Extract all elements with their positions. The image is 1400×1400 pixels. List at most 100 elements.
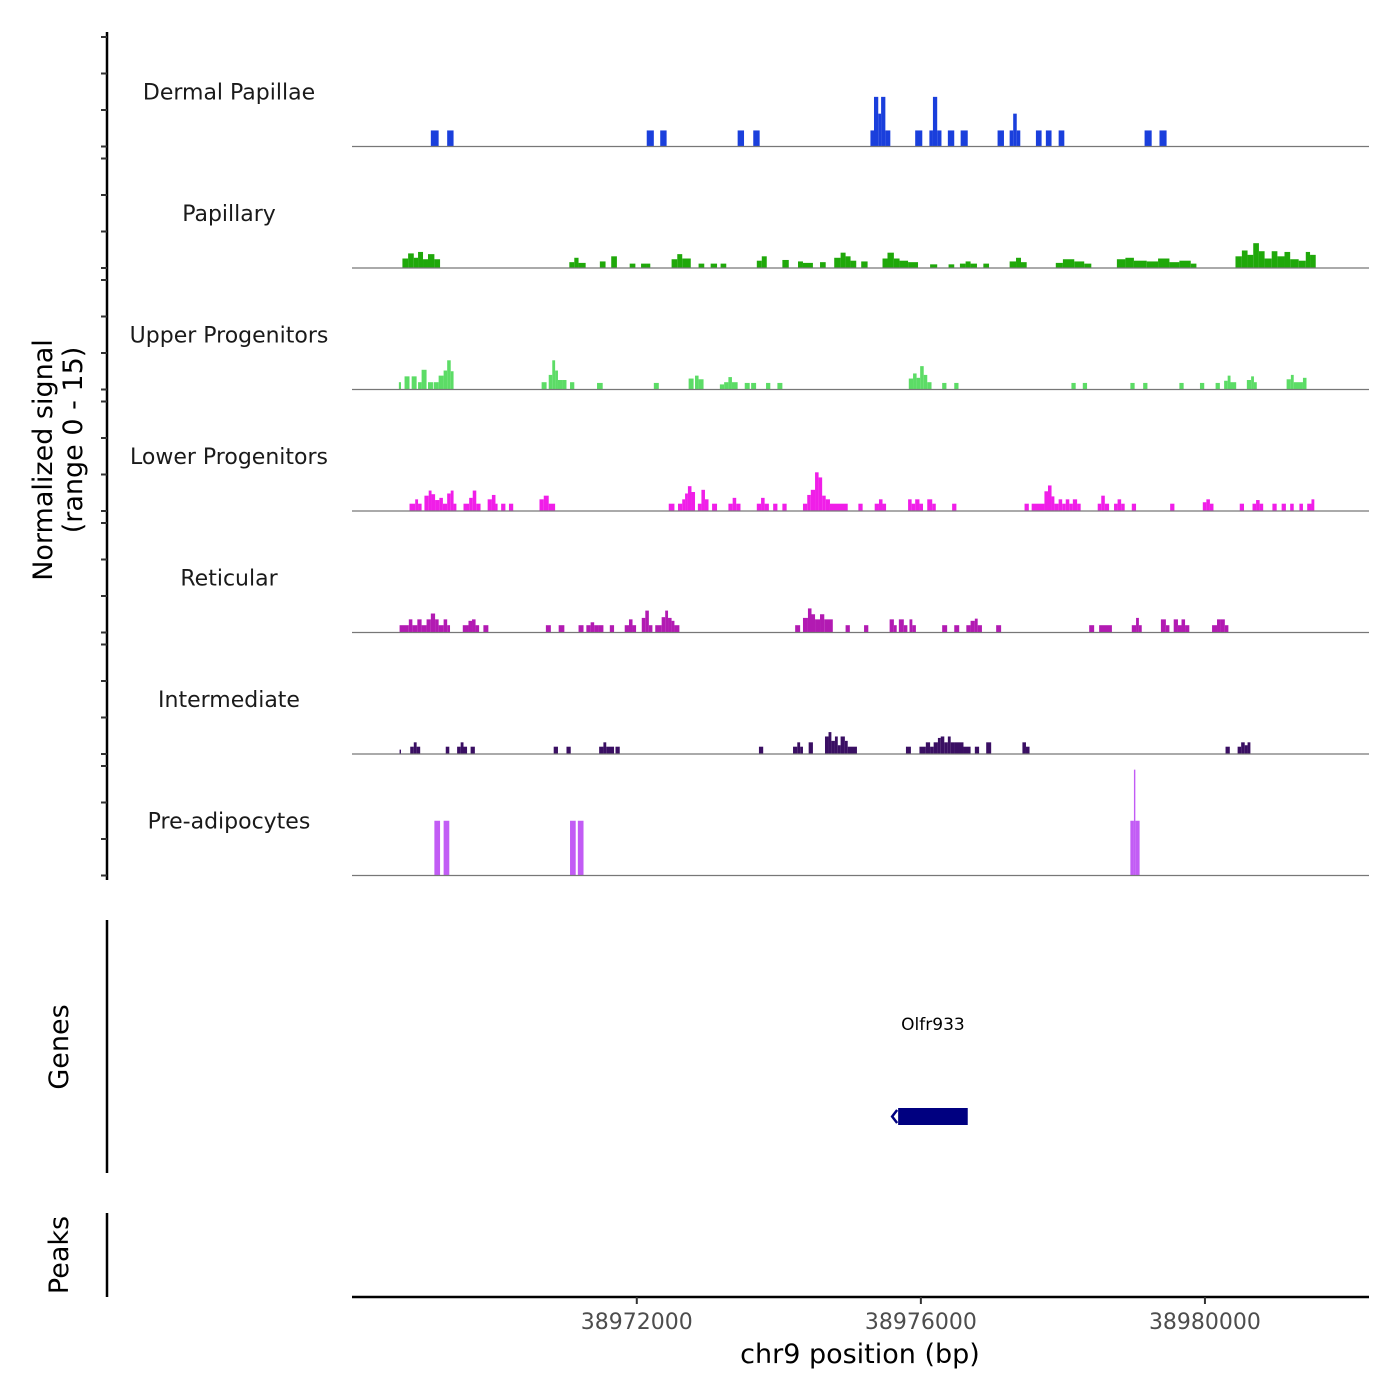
- signal-segment: [541, 382, 547, 390]
- signal-segment: [443, 619, 448, 633]
- signal-segment: [1089, 625, 1095, 633]
- signal-segment: [977, 625, 982, 633]
- signal-segment: [438, 625, 444, 633]
- signal-segment: [421, 625, 427, 633]
- signal-segment: [552, 360, 556, 390]
- signal-segment: [508, 503, 514, 511]
- signal-segment: [421, 369, 427, 390]
- signal-segment: [1246, 380, 1252, 390]
- x-tick-label: 38980000: [1149, 1310, 1261, 1335]
- signal-segment: [1143, 382, 1148, 390]
- signal-segment: [1084, 263, 1092, 268]
- signal-segment: [1290, 259, 1299, 268]
- track-intermediate: Intermediate: [158, 688, 1369, 755]
- signal-segment: [802, 503, 808, 511]
- signal-segment: [697, 503, 702, 511]
- signal-segment: [1286, 379, 1291, 390]
- signal-segment: [719, 384, 725, 390]
- signal-segment: [416, 746, 421, 754]
- signal-segment: [1244, 745, 1248, 754]
- signal-segment: [434, 820, 441, 876]
- signal-segment: [908, 499, 912, 511]
- signal-segment: [427, 382, 433, 390]
- signal-segment: [624, 625, 629, 633]
- signal-segment: [562, 380, 567, 390]
- signal-segment: [548, 374, 553, 390]
- signal-segment: [483, 625, 489, 633]
- signal-segment: [1224, 625, 1229, 633]
- signal-segment: [578, 625, 584, 633]
- signal-segment: [802, 262, 813, 268]
- signal-segment: [460, 742, 464, 754]
- signal-segment: [1199, 382, 1205, 390]
- signal-segment: [1121, 503, 1125, 511]
- signal-segment: [1220, 619, 1225, 633]
- signal-segment: [915, 130, 923, 147]
- signal-segment: [1173, 619, 1178, 633]
- signal-segment: [808, 742, 813, 754]
- signal-segment: [923, 374, 928, 390]
- signal-segment: [954, 625, 960, 633]
- signal-segment: [942, 382, 947, 390]
- signal-segment: [952, 503, 957, 511]
- signal-segment: [882, 258, 888, 268]
- signal-segment: [447, 625, 451, 633]
- signal-segment: [893, 625, 897, 633]
- signal-segment: [728, 377, 732, 390]
- signal-segment: [861, 261, 868, 268]
- signal-segment: [1062, 503, 1066, 511]
- signal-segment: [487, 499, 492, 511]
- signal-segment: [758, 746, 764, 754]
- signal-segment: [959, 263, 966, 268]
- signal-segment: [1051, 496, 1055, 511]
- signal-segment: [1144, 130, 1152, 147]
- signal-segment: [475, 625, 480, 633]
- signal-segment: [1058, 130, 1065, 147]
- signal-segment: [766, 382, 771, 390]
- signal-segment: [409, 503, 416, 511]
- signal-segment: [418, 251, 424, 268]
- track-label: Pre-adipocytes: [148, 810, 311, 835]
- signal-segment: [665, 610, 669, 633]
- signal-segment: [905, 746, 911, 754]
- track-lower-progenitors: Lower Progenitors: [130, 445, 1369, 512]
- x-axis-title: chr9 position (bp): [740, 1339, 980, 1370]
- signal-segment: [960, 130, 968, 147]
- signal-segment: [1217, 619, 1221, 633]
- signal-segment: [447, 493, 451, 511]
- signal-segment: [682, 499, 686, 511]
- track-label: Lower Progenitors: [130, 445, 328, 470]
- signal-segment: [611, 256, 617, 268]
- signal-segment: [937, 737, 941, 754]
- signal-segment: [974, 618, 978, 633]
- signal-segment: [398, 382, 401, 390]
- signal-segment: [463, 746, 468, 754]
- signal-segment: [495, 503, 498, 511]
- track-dermal-papillae: Dermal Papillae: [143, 81, 1369, 148]
- signal-segment: [889, 619, 894, 633]
- signal-segment: [1241, 742, 1245, 754]
- signal-segment: [919, 746, 926, 754]
- signal-segment: [1241, 250, 1248, 268]
- gene-body: [898, 1108, 968, 1125]
- signal-segment: [798, 261, 803, 268]
- signal-segment: [915, 499, 920, 511]
- signal-segment: [753, 130, 760, 147]
- x-tick-label: 38972000: [581, 1310, 693, 1335]
- signal-segment: [811, 614, 816, 633]
- signal-segment: [882, 503, 887, 511]
- signal-segment: [423, 259, 428, 268]
- signal-segment: [933, 742, 938, 754]
- signal-segment: [453, 503, 457, 511]
- signal-segment: [761, 497, 765, 511]
- signal-segment: [1212, 625, 1218, 633]
- signal-y-ticks: [101, 36, 107, 877]
- signal-segment: [677, 503, 683, 511]
- signal-segment: [966, 625, 971, 633]
- signal-segment: [1133, 260, 1147, 268]
- signal-segment: [646, 263, 651, 268]
- signal-segment: [751, 382, 757, 390]
- signal-segment: [594, 625, 599, 633]
- signal-segment: [947, 736, 951, 754]
- signal-segment: [1165, 625, 1170, 633]
